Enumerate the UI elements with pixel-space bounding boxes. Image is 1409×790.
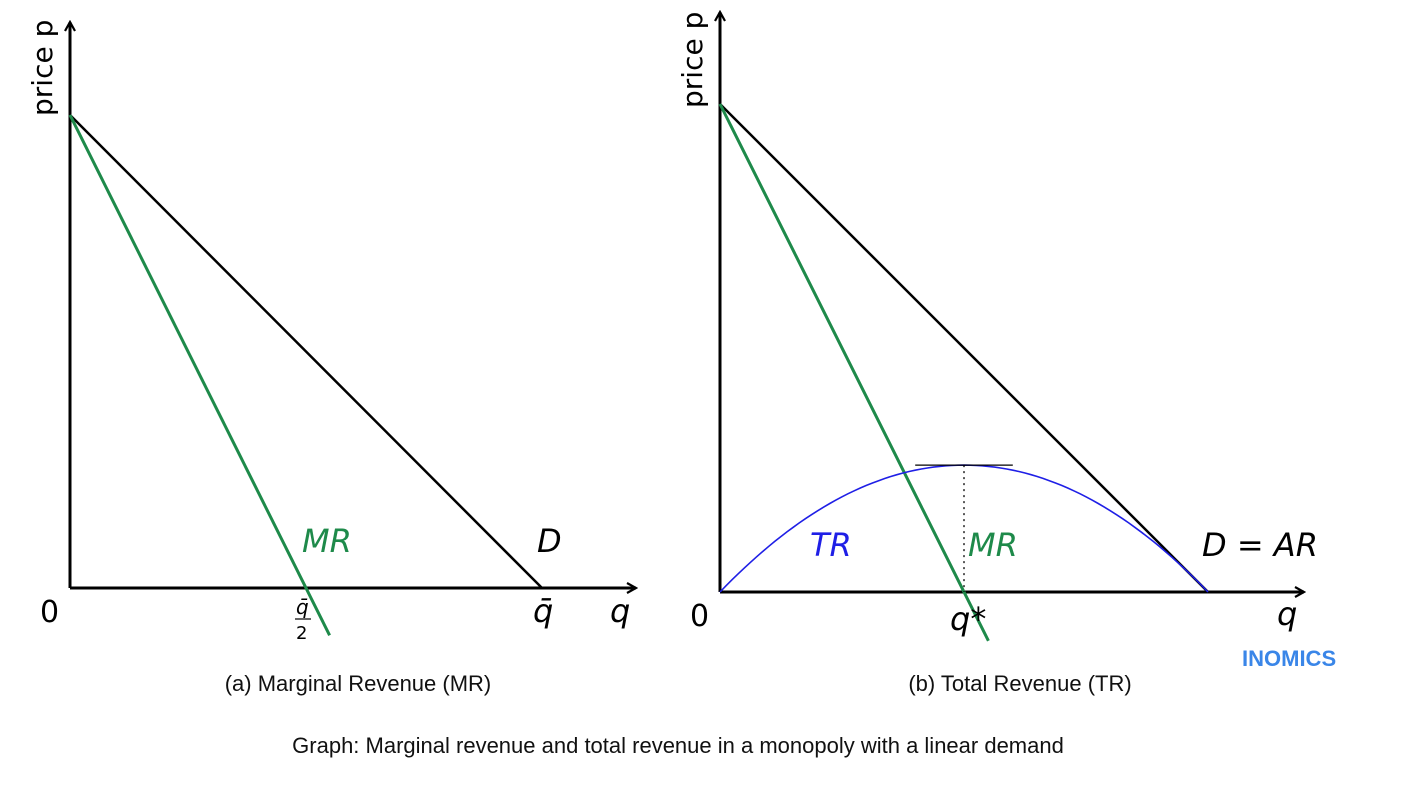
panel-a-y-axis-label: price p bbox=[26, 20, 59, 116]
panel-b-mr-line bbox=[718, 103, 990, 642]
panel-a-d-label: D bbox=[537, 522, 562, 560]
panel-a: price p q 0 MR D q̄ q̄ 2 (a) Marginal Re… bbox=[26, 20, 636, 696]
panel-b: price p q 0 TR MR D = AR q* (b) Total Re… bbox=[676, 12, 1318, 696]
panel-a-mr-line bbox=[68, 114, 331, 636]
panel-b-x-axis-label: q bbox=[1277, 595, 1297, 633]
figure-caption: Graph: Marginal revenue and total revenu… bbox=[292, 733, 1064, 758]
panel-b-mr-label: MR bbox=[968, 526, 1018, 564]
panel-b-d-ar-label: D = AR bbox=[1202, 526, 1318, 564]
panel-a-caption: (a) Marginal Revenue (MR) bbox=[225, 671, 492, 696]
inomics-logo: INOMICS bbox=[1242, 646, 1336, 671]
panel-a-tick-half-numerator: q̄ bbox=[296, 595, 309, 619]
panel-a-tick-qbar: q̄ bbox=[533, 592, 553, 630]
panel-b-caption: (b) Total Revenue (TR) bbox=[908, 671, 1131, 696]
panel-b-tr-label: TR bbox=[810, 526, 852, 564]
panel-a-tick-half-denominator: 2 bbox=[296, 623, 307, 644]
panel-b-tick-qstar: q* bbox=[950, 600, 986, 638]
panel-a-x-axis-label: q bbox=[610, 592, 630, 630]
panel-b-origin-label: 0 bbox=[690, 599, 709, 634]
panel-b-demand-line bbox=[719, 103, 1209, 593]
panel-a-origin-label: 0 bbox=[40, 595, 59, 630]
panel-b-y-axis-label: price p bbox=[676, 12, 709, 108]
panel-a-mr-label: MR bbox=[302, 522, 352, 560]
panel-a-demand-line bbox=[69, 114, 543, 589]
